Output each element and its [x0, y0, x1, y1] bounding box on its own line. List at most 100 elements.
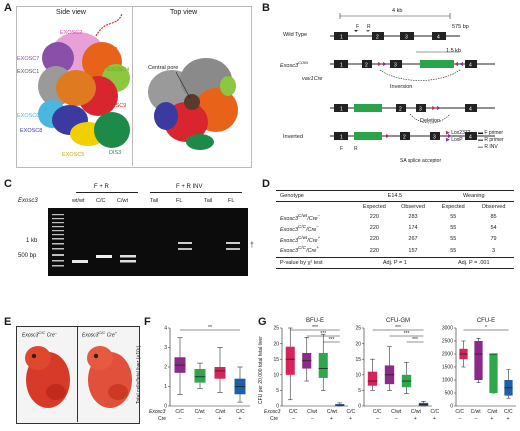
label-exosc5: EXOSC5: [62, 152, 85, 158]
g-ylabel: CFU per 20,000 total fetal liver: [258, 336, 264, 404]
y-tick-label: 0: [164, 404, 167, 410]
y-tick-label: 10: [355, 373, 361, 379]
y-tick-label: 1000: [442, 378, 453, 384]
f-cre-label: –: [198, 416, 202, 422]
g-row-cre: Cre: [270, 416, 279, 422]
label-inverted: Inverted: [283, 134, 303, 140]
label-inversion: Inversion: [390, 84, 413, 90]
box: [285, 346, 295, 375]
table-header-e-observed: Observed: [401, 204, 425, 210]
lane-label-4: Tail: [150, 198, 159, 204]
y-tick-label: 500: [445, 391, 454, 397]
label-vav-cre: vav1Cre: [302, 76, 323, 82]
svg-text:F: F: [340, 146, 343, 152]
label-exosc6: EXOSC6: [17, 113, 40, 119]
table-footer-e-p: Adj. P = 1: [382, 260, 407, 267]
f-genotype-label: C/wt: [215, 409, 226, 415]
primer-legend: ▬ F primer ▬ R primer ▬ R INV: [478, 130, 504, 151]
significance-label: ***: [312, 325, 318, 331]
scale-4kb: 4 kb: [392, 8, 403, 14]
lane-label-5: FL: [176, 198, 183, 204]
lane-label-2: C/C: [96, 198, 106, 204]
legend-sa-acceptor: SA splice acceptor: [400, 158, 442, 164]
legend-r-primer: R primer: [484, 137, 504, 144]
svg-text:4: 4: [469, 107, 472, 113]
embryo-photos: [25, 346, 132, 408]
f-genotype-label: C/wt: [194, 409, 205, 415]
y-tick-label: 25: [355, 326, 361, 332]
label-exosc8: EXOSC8: [20, 128, 43, 134]
f-row-exosc3: Exosc3: [149, 409, 166, 415]
y-tick-label: 1: [164, 384, 167, 390]
svg-text:2: 2: [399, 107, 402, 113]
table-row: Exosc3C/wt/Cre– 220 283 55 85: [280, 213, 497, 222]
f-row-cre: Cre: [158, 416, 167, 422]
panel-letter-a: A: [4, 2, 12, 14]
gel-dagger: †: [250, 242, 254, 249]
y-tick-label: 0: [358, 404, 361, 410]
box: [367, 371, 378, 386]
significance-label: **: [208, 325, 212, 331]
side-view-structure: [38, 13, 130, 148]
inverted-allele: 1 2 3 4 F R: [330, 132, 495, 152]
table-header-w-expected: Expected: [441, 204, 465, 210]
legend-loxp: LoxP: [451, 137, 463, 144]
y-tick-label: 15: [273, 357, 279, 363]
significance-label: ***: [412, 337, 418, 343]
y-tick-label: 3: [164, 345, 167, 351]
y-tick-label: 10: [273, 373, 279, 379]
gel-row-label: Exosc3: [18, 198, 38, 204]
table-header-genotype: Genotype: [280, 193, 304, 199]
legend-lox2372: Lox2372: [451, 130, 471, 136]
side-view-title: Side view: [56, 9, 86, 16]
y-tick-label: 5: [276, 388, 279, 394]
g-cre-labels: – – + + – – + + – – + +: [292, 416, 510, 422]
y-tick-label: 2500: [442, 339, 453, 345]
lane-label-3: C/wt: [117, 198, 128, 204]
g-genotype-labels: C/C C/wt C/wt C/C C/C C/wt C/wt C/C C/C C/wt C/w…: [288, 409, 513, 415]
f-cre-label: +: [218, 416, 222, 422]
lane-label-7: FL: [228, 198, 235, 204]
y-tick-label: 4: [164, 326, 167, 332]
wild-type-allele: 1 2 3 4 F R: [330, 24, 460, 41]
table-footer-row: P-value by χ² test Adj. P = 1 Adj. P = .…: [276, 257, 514, 269]
legend-r-inv: R INV: [484, 144, 498, 151]
group-f-r: F + R: [94, 184, 109, 190]
marker-500bp: 500 bp: [18, 253, 37, 259]
svg-text:2: 2: [403, 135, 406, 141]
svg-text:3: 3: [419, 107, 422, 113]
svg-text:4: 4: [469, 135, 472, 141]
chart-title: CFU-GM: [386, 318, 410, 324]
svg-text:1: 1: [340, 63, 343, 69]
label-exosc2: EXOSC2: [60, 30, 83, 36]
scale-1-5kb: 1.5 kb: [446, 48, 461, 54]
box: [474, 341, 483, 380]
y-tick-label: 20: [273, 341, 279, 347]
y-tick-label: 25: [273, 326, 279, 332]
panel-letter-d: D: [262, 178, 270, 190]
svg-text:3: 3: [433, 135, 436, 141]
chart-g-cfu-e: 0 500 1000 1500 2000 2500 3000 CFU-E*: [442, 318, 516, 410]
panel-letter-e: E: [4, 316, 12, 328]
svg-text:3: 3: [405, 35, 408, 41]
svg-text:1: 1: [340, 35, 343, 41]
dis3-blob: [94, 112, 130, 148]
f-cre-labels: – – + +: [170, 416, 250, 422]
chart-title: BFU-E: [306, 318, 324, 324]
significance-label: *: [485, 325, 487, 331]
genotype-table: Genotype E14.5 Weaning Expected Observed…: [276, 190, 514, 270]
label-exosc3: EXOSC3: [95, 47, 118, 53]
svg-text:4: 4: [469, 63, 472, 69]
significance-label: ***: [395, 325, 401, 331]
table-footer-label: P-value by χ² test: [280, 260, 323, 267]
label-exosc9: EXOSC9: [104, 103, 127, 109]
chart-title: CFU-E: [477, 318, 495, 324]
label-central-pore: Central pore: [148, 65, 179, 71]
label-exosc7: EXOSC7: [17, 56, 40, 62]
box: [214, 367, 226, 379]
label-wild-type: Wild Type: [283, 32, 308, 38]
f-cre-label: –: [178, 416, 182, 422]
embryo-left: [25, 346, 70, 408]
svg-text:1: 1: [340, 107, 343, 113]
